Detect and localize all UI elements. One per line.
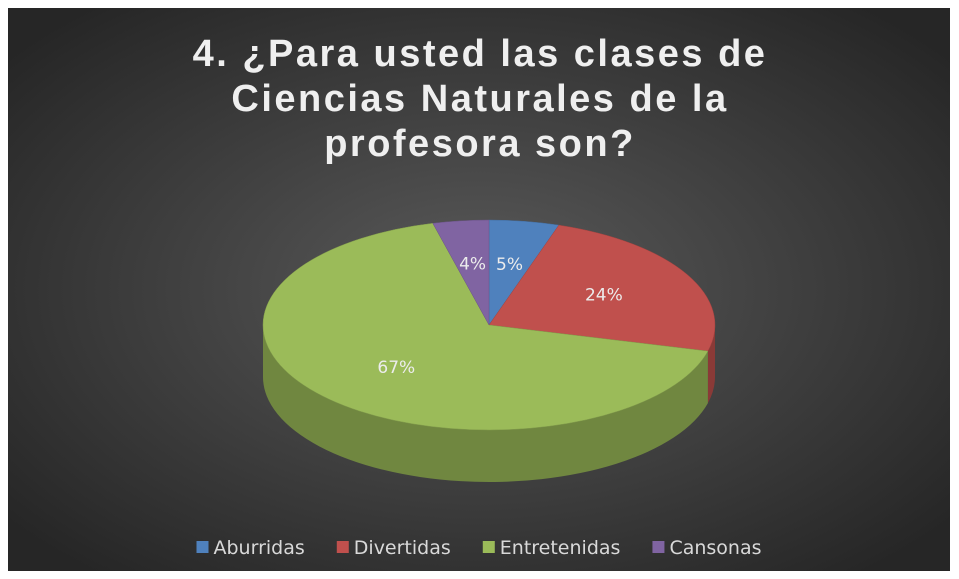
- pie-slice: [488, 224, 716, 352]
- legend-item: Aburridas: [196, 537, 305, 559]
- data-label: 4%: [459, 255, 486, 275]
- data-label: 67%: [377, 358, 415, 378]
- legend-swatch: [336, 541, 349, 553]
- legend: Aburridas Divertidas Entretenidas Cansonas: [196, 537, 762, 559]
- legend-label: Cansonas: [669, 537, 761, 559]
- legend-item: Entretenidas: [482, 537, 621, 559]
- pie-slice: [432, 219, 490, 326]
- pie: 5% 24% 67% 4%: [262, 219, 716, 482]
- pie-slice: [262, 223, 709, 431]
- legend-swatch: [482, 541, 495, 553]
- pie-side: [263, 325, 708, 482]
- data-label: 24%: [585, 286, 623, 306]
- legend-label: Aburridas: [214, 537, 305, 559]
- legend-swatch: [196, 541, 209, 553]
- legend-item: Divertidas: [336, 537, 451, 559]
- legend-label: Entretenidas: [500, 537, 621, 559]
- pie-side: [707, 325, 715, 404]
- chart-title: 4. ¿Para usted las clases de Ciencias Na…: [192, 33, 768, 165]
- legend-item: Cansonas: [652, 537, 762, 559]
- data-label: 5%: [496, 255, 523, 275]
- legend-swatch: [652, 541, 665, 553]
- legend-label: Divertidas: [354, 537, 451, 559]
